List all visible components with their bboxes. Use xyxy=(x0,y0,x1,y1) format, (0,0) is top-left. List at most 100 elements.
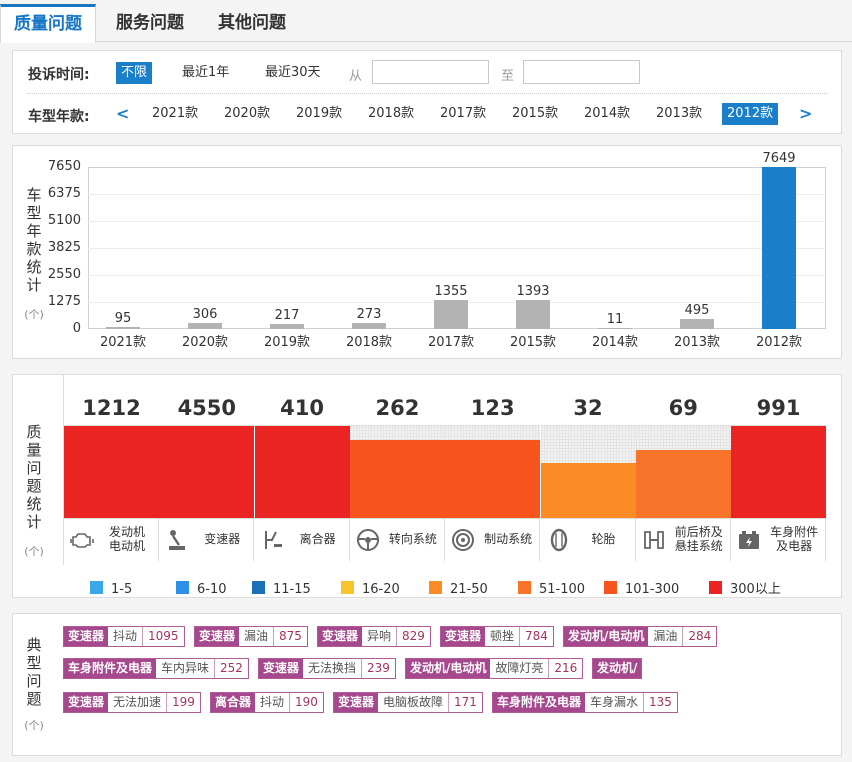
side-char: 题 xyxy=(26,690,42,708)
brake-disc-icon xyxy=(451,528,475,552)
side-char: 量 xyxy=(26,441,42,459)
issue-tag[interactable]: 变速器 异响 829 xyxy=(317,626,431,647)
issue-name: 无法换挡 xyxy=(303,659,363,678)
bar-2012款[interactable] xyxy=(762,167,796,329)
y-tick-label: 2550 xyxy=(47,267,81,282)
year-option[interactable]: 2020款 xyxy=(224,106,271,121)
year-option[interactable]: 2015款 xyxy=(512,106,559,121)
bar-2017款[interactable] xyxy=(434,300,468,329)
quality-bar-fill xyxy=(159,426,255,518)
issue-tag[interactable]: 变速器 漏油 875 xyxy=(194,626,308,647)
quality-column[interactable]: 1212 发动机 电动机 xyxy=(64,390,159,561)
legend-item: 1-5 xyxy=(90,581,132,597)
quality-column[interactable]: 123 制动系统 xyxy=(445,390,541,561)
issue-tag[interactable]: 变速器 无法换挡 239 xyxy=(258,658,396,679)
time-option-last-year[interactable]: 最近1年 xyxy=(182,65,230,80)
tab-quality-issues[interactable]: 质量问题 xyxy=(0,4,96,43)
issue-category: 变速器 xyxy=(259,659,304,678)
tab-other-issues[interactable]: 其他问题 xyxy=(218,13,286,33)
time-option-last-30-days[interactable]: 最近30天 xyxy=(265,65,321,80)
quality-column[interactable]: 4550 变速器 xyxy=(159,390,255,561)
legend-swatch xyxy=(518,581,531,594)
quality-category-label: 转向系统 xyxy=(382,532,444,546)
legend-label: 6-10 xyxy=(197,582,227,597)
issue-count: 239 xyxy=(367,661,390,675)
year-option-selected[interactable]: 2012款 xyxy=(722,103,779,125)
year-option[interactable]: 2014款 xyxy=(584,106,631,121)
next-years-arrow-icon[interactable]: > xyxy=(799,104,813,123)
quality-count: 4550 xyxy=(159,390,255,426)
gridline xyxy=(88,221,826,222)
date-from-input[interactable] xyxy=(372,60,489,84)
model-year-chart-panel: 车 型 年 款 统 计 (个) 0 1275 2550 3825 5100 6375 765… xyxy=(12,145,842,359)
prev-years-arrow-icon[interactable]: < xyxy=(116,104,130,123)
year-option[interactable]: 2018款 xyxy=(368,106,415,121)
year-option[interactable]: 2019款 xyxy=(296,106,343,121)
tab-bar: 质量问题 服务问题 其他问题 xyxy=(0,0,852,43)
bar-value-label: 95 xyxy=(114,310,132,326)
time-option-unlimited[interactable]: 不限 xyxy=(116,62,153,84)
issue-category: 车身附件及电器 xyxy=(64,659,157,678)
bar-2020款[interactable] xyxy=(188,322,222,329)
year-option[interactable]: 2013款 xyxy=(656,106,703,121)
issue-tag[interactable]: 发动机/电动机 故障灯亮 216 xyxy=(405,658,584,679)
quality-column[interactable]: 410 离合器 xyxy=(254,390,350,561)
bar-value-label: 273 xyxy=(356,307,382,323)
quality-bar-track xyxy=(635,426,731,518)
bar-2021款[interactable] xyxy=(106,326,140,329)
quality-category[interactable]: 轮胎 xyxy=(540,518,636,561)
quality-category[interactable]: 变速器 xyxy=(159,518,255,561)
quality-category[interactable]: 前后桥及 悬挂系统 xyxy=(635,518,731,561)
year-option[interactable]: 2017款 xyxy=(440,106,487,121)
bar-2019款[interactable] xyxy=(270,324,304,329)
issue-category: 发动机/电动机 xyxy=(564,627,649,646)
chart-unit-label: (个) xyxy=(24,308,44,321)
tab-service-issues[interactable]: 服务问题 xyxy=(116,13,184,33)
issue-tag[interactable]: 车身附件及电器 车身漏水 135 xyxy=(492,692,678,713)
quality-column[interactable]: 262 转向系统 xyxy=(349,390,445,561)
issue-tag[interactable]: 发动机/电动机 漏油 284 xyxy=(563,626,718,647)
quality-count: 262 xyxy=(349,390,445,426)
quality-grid: 1212 发动机 电动机 4550 变速器 410 离合器 262 转向系统 123 制动系统 32 轮… xyxy=(63,375,827,565)
quality-column[interactable]: 69 前后桥及 悬挂系统 xyxy=(635,390,731,561)
issue-name: 异响 xyxy=(362,627,398,646)
bar-value-label: 1355 xyxy=(434,284,468,300)
quality-bar-fill xyxy=(254,426,350,518)
issue-name: 无法加速 xyxy=(108,693,168,712)
side-char: 款 xyxy=(26,240,42,258)
issue-tag[interactable]: 变速器 抖动 1095 xyxy=(63,626,185,647)
label-line: 车身附件 xyxy=(770,525,819,539)
quality-category[interactable]: 离合器 xyxy=(254,518,350,561)
issue-count: 784 xyxy=(525,629,548,643)
bar-2015款[interactable] xyxy=(516,299,550,329)
quality-count: 991 xyxy=(731,390,827,426)
y-tick-label: 5100 xyxy=(47,213,81,228)
bar-value-label: 1393 xyxy=(516,283,550,299)
quality-column[interactable]: 32 轮胎 xyxy=(540,390,636,561)
quality-column[interactable]: 991 车身附件 及电器 xyxy=(731,390,827,561)
quality-category[interactable]: 车身附件 及电器 xyxy=(731,518,827,561)
issue-tag[interactable]: 变速器 顿挫 784 xyxy=(440,626,554,647)
issue-tag[interactable]: 变速器 电脑板故障 171 xyxy=(333,692,483,713)
quality-category-label: 前后桥及 悬挂系统 xyxy=(668,525,730,553)
issue-tag[interactable]: 变速器 无法加速 199 xyxy=(63,692,201,713)
year-option[interactable]: 2021款 xyxy=(152,106,199,121)
legend-swatch xyxy=(709,581,722,594)
quality-category[interactable]: 转向系统 xyxy=(349,518,445,561)
issue-tag[interactable]: 发动机/ xyxy=(592,658,643,679)
bar-2014款[interactable] xyxy=(598,328,632,329)
legend-swatch xyxy=(429,581,442,594)
quality-category[interactable]: 制动系统 xyxy=(445,518,541,561)
bar-2013款[interactable] xyxy=(680,318,714,329)
side-char: 问 xyxy=(26,459,42,477)
quality-category[interactable]: 发动机 电动机 xyxy=(64,518,159,561)
issue-count: 135 xyxy=(649,695,672,709)
issue-tag[interactable]: 离合器 抖动 190 xyxy=(210,692,324,713)
tire-icon xyxy=(547,528,571,552)
quality-side-label: 质 量 问 题 统 计 xyxy=(24,423,44,531)
issue-tag[interactable]: 车身附件及电器 车内异味 252 xyxy=(63,658,249,679)
date-to-input[interactable] xyxy=(523,60,640,84)
gridline xyxy=(88,248,826,249)
issue-count: 875 xyxy=(279,629,302,643)
bar-2018款[interactable] xyxy=(352,323,386,329)
